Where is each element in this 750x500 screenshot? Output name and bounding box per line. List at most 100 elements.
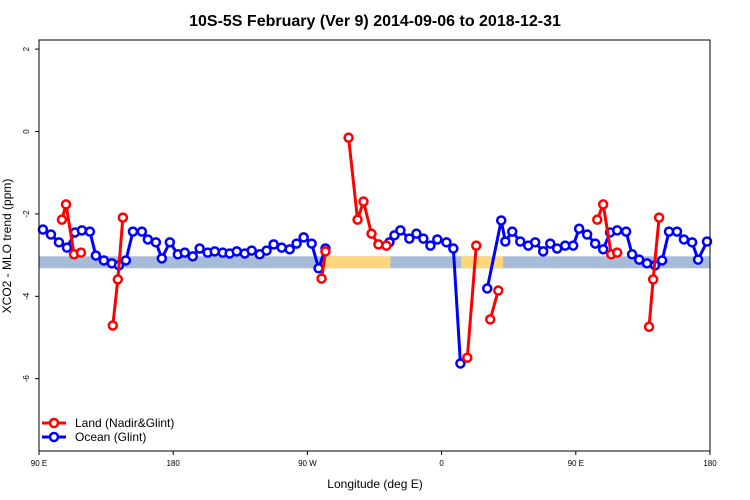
ocean-point [529, 237, 541, 248]
land-point [352, 214, 363, 225]
x-axis-label: Longitude (deg E) [327, 477, 422, 491]
land-point [316, 273, 327, 284]
surface-band [39, 256, 710, 269]
y-tick-label: -4 [22, 292, 31, 300]
y-tick-label: -2 [22, 210, 31, 218]
ocean-point [194, 243, 205, 254]
ocean-point [641, 258, 653, 269]
land-line-segment [347, 137, 387, 248]
x-axis: 90 E 180 90 W 0 90 E 180 [31, 451, 717, 468]
land-band [325, 256, 391, 269]
x-tick-label: 90 E [568, 459, 584, 468]
land-point [112, 274, 124, 285]
ocean-point [284, 244, 295, 255]
land-point [358, 196, 369, 207]
plot-frame [38, 39, 711, 452]
ocean-point [567, 240, 579, 251]
ocean-point [448, 243, 459, 254]
ocean-point [671, 226, 683, 237]
ocean-point [678, 234, 690, 245]
legend-marker-land [48, 417, 60, 429]
ocean-point [425, 240, 436, 251]
ocean-point [455, 358, 466, 369]
land-point [484, 314, 496, 325]
land-point [462, 352, 473, 363]
ocean-point [187, 251, 199, 262]
land-point [647, 274, 659, 285]
ocean-point [692, 254, 704, 265]
land-point [611, 247, 623, 258]
ocean-point [156, 253, 168, 264]
ocean-point [581, 229, 593, 240]
ocean-point [276, 242, 287, 253]
land-line-segment [111, 217, 125, 326]
land-point [343, 132, 354, 143]
ocean-point [127, 226, 139, 237]
x-tick-label: 180 [703, 459, 717, 468]
ocean-point [633, 254, 645, 265]
land-point [320, 246, 331, 257]
ocean-point [209, 246, 221, 257]
x-tick-label: 90 E [31, 459, 47, 468]
ocean-point [500, 236, 511, 247]
ocean-point [53, 237, 65, 248]
ocean-point [136, 226, 148, 237]
ocean-point [246, 245, 257, 256]
ocean-point [506, 226, 518, 237]
ocean-point [620, 226, 632, 237]
chart-title: 10S-5S February (Ver 9) 2014-09-06 to 20… [189, 13, 561, 30]
series-layer [37, 132, 713, 369]
ocean-point [231, 246, 243, 257]
land-point [493, 285, 504, 296]
land-point [60, 199, 72, 210]
ocean-point [37, 224, 49, 235]
legend-item-land: Land (Nadir&Glint) [42, 416, 174, 430]
land-point [653, 212, 665, 223]
x-tick-label: 0 [439, 459, 444, 468]
ocean-point [306, 238, 317, 249]
ocean-point [441, 237, 452, 248]
ocean-point [597, 244, 609, 255]
ocean-point [120, 255, 132, 266]
land-point [117, 212, 129, 223]
ocean-point [411, 228, 422, 239]
ocean-point [404, 233, 415, 244]
ocean-point [495, 215, 507, 226]
y-axis: 2 0 -2 -4 -6 [22, 46, 39, 382]
ocean-point [626, 249, 638, 260]
ocean-point [545, 238, 556, 249]
ocean-point [179, 247, 191, 258]
land-point [56, 214, 68, 225]
x-tick-label: 90 W [298, 459, 317, 468]
ocean-point [150, 237, 162, 248]
ocean-point [573, 223, 585, 234]
land-line-segment [647, 217, 661, 327]
ocean-point [164, 237, 176, 248]
ocean-point [298, 232, 309, 243]
legend: Land (Nadir&Glint) Ocean (Glint) [42, 416, 174, 444]
ocean-point [589, 238, 601, 249]
land-line-segment [465, 245, 478, 358]
ocean-point [482, 283, 493, 294]
land-point [366, 228, 377, 239]
y-tick-label: -6 [22, 375, 31, 383]
ocean-point [395, 225, 406, 236]
x-tick-label: 180 [167, 459, 181, 468]
ocean-point [432, 234, 443, 245]
ocean-point [45, 229, 57, 240]
land-point [471, 240, 482, 251]
ocean-point [701, 236, 713, 247]
ocean-point [515, 236, 526, 247]
land-point [643, 321, 655, 333]
legend-label-ocean: Ocean (Glint) [75, 430, 146, 444]
land-point [591, 214, 603, 225]
ocean-point [656, 255, 668, 266]
ocean-point [90, 250, 102, 261]
ocean-point [418, 233, 429, 244]
ocean-point [686, 237, 698, 248]
y-tick-label: 0 [22, 129, 31, 134]
series-land [56, 132, 665, 363]
y-axis-label: XCO2 - MLO trend (ppm) [0, 179, 14, 314]
ocean-point [261, 245, 272, 256]
